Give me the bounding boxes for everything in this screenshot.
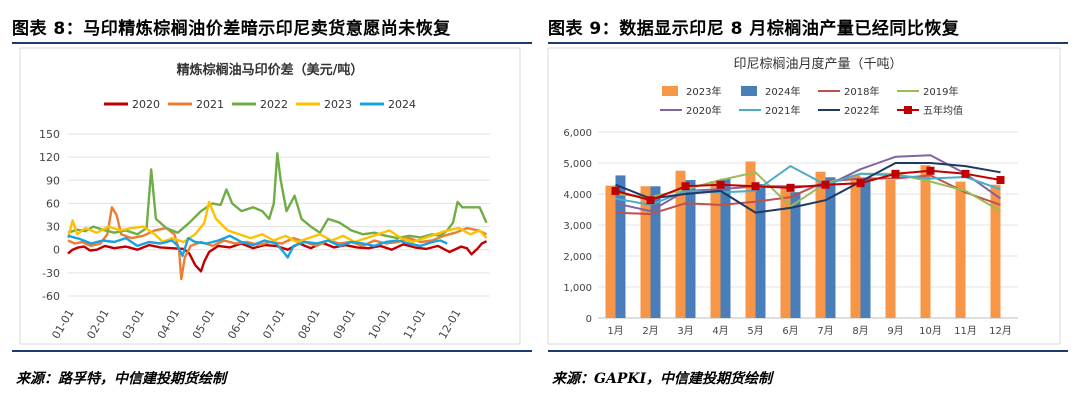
legend-label-2023: 2023 [324, 98, 352, 111]
legend-marker-五年均值 [904, 106, 912, 114]
bar-2024年-8月 [860, 178, 871, 318]
series-line-2024 [67, 234, 448, 259]
bar-2023年-2月 [640, 186, 651, 318]
x-tick-label: 10月 [919, 325, 942, 337]
series-line-2021年 [615, 165, 1001, 206]
bar-2023年-6月 [780, 186, 791, 318]
x-tick-label: 6月 [782, 325, 798, 337]
legend-label-2020年: 2020年 [686, 104, 721, 117]
x-tick-label: 12月 [989, 325, 1012, 337]
y-tick-label: 2,000 [563, 252, 592, 263]
left-source-note: 来源：路孚特，中信建投期货绘制 [16, 371, 226, 387]
y-tick-label: 120 [39, 151, 60, 164]
y-tick-label: 3,000 [563, 221, 592, 232]
left-figure-title: 图表 8：马印精炼棕榈油价差暗示印尼卖货意愿尚未恢复 [12, 19, 451, 39]
right-title-rule [548, 42, 1068, 44]
x-tick-label: 9月 [887, 325, 903, 337]
marker-五年均值-7月 [821, 180, 830, 189]
y-tick-label: -60 [42, 290, 60, 303]
left-bottom-rule [12, 350, 532, 352]
marker-五年均值-9月 [891, 169, 900, 178]
marker-五年均值-5月 [751, 182, 760, 191]
bar-2023年-10月 [920, 165, 931, 318]
y-tick-label: 60 [46, 197, 60, 210]
bar-2023年-5月 [745, 161, 756, 318]
marker-五年均值-8月 [856, 179, 865, 188]
bar-2024年-6月 [790, 192, 801, 318]
series-line-2019年 [615, 171, 1001, 212]
series-line-2023 [66, 200, 488, 244]
x-tick-label: 1月 [607, 325, 623, 337]
right-source-note: 来源：GAPKI，中信建投期货绘制 [552, 371, 773, 387]
bar-2024年-7月 [825, 177, 836, 318]
legend-label-2023年: 2023年 [686, 85, 721, 98]
legend-label-2024: 2024 [388, 98, 416, 111]
bar-2024年-5月 [755, 184, 766, 318]
legend-label-五年均值: 五年均值 [923, 104, 963, 117]
bar-2023年-8月 [850, 175, 861, 318]
series-line-五年均值 [615, 169, 1001, 202]
legend-label-2021年: 2021年 [765, 104, 800, 117]
x-tick-label: 4月 [712, 325, 728, 337]
x-tick-label: 3月 [677, 325, 693, 337]
y-tick-label: 1,000 [563, 283, 592, 294]
x-tick-label: 8月 [852, 325, 868, 337]
legend-label-2022年: 2022年 [844, 104, 879, 117]
y-tick-label: 0 [586, 314, 592, 325]
legend-label-2019年: 2019年 [923, 85, 958, 98]
y-tick-label: -30 [42, 267, 60, 280]
y-tick-label: 5,000 [563, 159, 592, 170]
marker-五年均值-10月 [926, 166, 935, 175]
legend-swatch-2023年 [662, 86, 678, 96]
legend-label-2018年: 2018年 [844, 85, 879, 98]
legend-label-2020: 2020 [132, 98, 160, 111]
y-tick-label: 0 [53, 244, 60, 257]
legend-label-2022: 2022 [260, 98, 288, 111]
bar-2023年-3月 [675, 170, 686, 318]
marker-五年均值-4月 [716, 180, 725, 189]
legend-label-2021: 2021 [196, 98, 224, 111]
marker-五年均值-6月 [786, 183, 795, 192]
bar-2024年-2月 [650, 186, 661, 318]
y-tick-label: 4,000 [563, 190, 592, 201]
right-figure-title: 图表 9：数据显示印尼 8 月棕榈油产量已经同比恢复 [548, 19, 960, 39]
legend-swatch-2024年 [741, 86, 757, 96]
x-tick-label: 2月 [642, 325, 658, 337]
series-line-2022年 [615, 162, 1001, 214]
legend-label-2024年: 2024年 [765, 85, 800, 98]
marker-五年均值-2月 [646, 196, 655, 205]
marker-五年均值-3月 [681, 182, 690, 191]
chart-title: 精炼棕榈油马印价差（美元/吨） [177, 62, 364, 78]
x-tick-label: 11月 [954, 325, 977, 337]
right-bottom-rule [548, 350, 1068, 352]
chart-title: 印尼棕榈油月度产量（千吨） [733, 56, 902, 72]
bar-2023年-4月 [710, 180, 721, 318]
bar-2024年-3月 [685, 180, 696, 318]
bar-2024年-1月 [615, 175, 626, 318]
x-tick-label: 7月 [817, 325, 833, 337]
y-tick-label: 90 [46, 174, 60, 187]
right-bar-line-chart: 印尼棕榈油月度产量（千吨） 2023年 2024年 2018年 2019年 2020年 20… [547, 47, 1061, 345]
bar-2023年-7月 [815, 171, 826, 318]
bar-2023年-9月 [885, 180, 896, 318]
x-tick-label: 5月 [747, 325, 763, 337]
bar-2023年-12月 [990, 184, 1001, 318]
y-tick-label: 6,000 [563, 128, 592, 139]
series-line-2020 [67, 240, 488, 273]
bar-2023年-1月 [605, 185, 616, 318]
marker-五年均值-11月 [961, 169, 970, 178]
y-tick-label: 150 [39, 128, 60, 141]
marker-五年均值-1月 [611, 186, 620, 195]
marker-五年均值-12月 [996, 176, 1005, 185]
chart-area-border [19, 47, 521, 345]
bar-2024年-4月 [720, 178, 731, 318]
left-line-chart: 精炼棕榈油马印价差（美元/吨） 2020 2021 2022 2023 2024 -60 -3… [19, 47, 521, 345]
left-figure-panel: 图表 8：马印精炼棕榈油价差暗示印尼卖货意愿尚未恢复 精炼棕榈油马印价差（美元/… [12, 0, 532, 402]
bar-2023年-11月 [955, 181, 966, 318]
y-tick-label: 30 [46, 221, 60, 234]
left-title-rule [12, 42, 532, 44]
right-figure-panel: 图表 9：数据显示印尼 8 月棕榈油产量已经同比恢复 印尼棕榈油月度产量（千吨）… [547, 0, 1068, 402]
